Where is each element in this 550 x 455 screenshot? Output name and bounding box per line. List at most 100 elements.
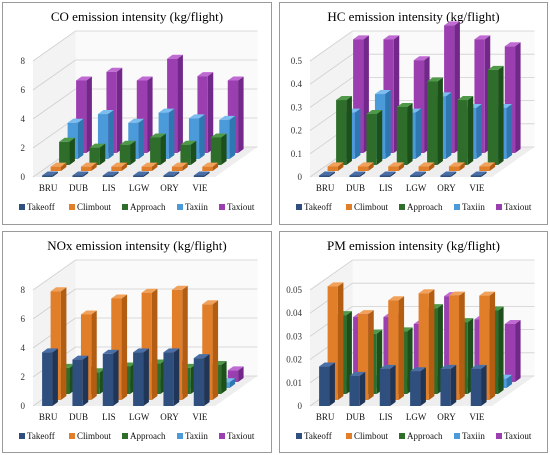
bar-climbout-vie (479, 291, 496, 400)
bar-side (346, 96, 352, 165)
bar-side (173, 348, 180, 406)
bar-top (210, 133, 227, 138)
bar-side (445, 92, 452, 159)
bar-top (388, 296, 405, 301)
bar-top (448, 162, 465, 167)
bar-side (459, 291, 465, 400)
bar-side (229, 378, 236, 388)
bar-side (398, 296, 405, 400)
legend-swatch (219, 204, 225, 210)
bar-side (177, 54, 183, 153)
bar-climbout-lis (111, 162, 128, 171)
bar-top (202, 162, 219, 167)
bar-top (202, 300, 219, 305)
bar-front (357, 314, 369, 400)
bar-taxiout-vie (504, 320, 521, 382)
gridline (32, 88, 258, 120)
chart-plot: 0 0.1 0.2 0.3 0.4 0.5 BRU DUB LIS LGW ORY VIE Takeof… (291, 21, 535, 212)
y-tick-label: 4 (21, 114, 26, 124)
bar-front (111, 166, 122, 171)
bar-side (489, 291, 496, 400)
bar-takeoff-lgw (410, 367, 426, 406)
bar-top (418, 162, 435, 167)
x-category-label: BRU (39, 412, 58, 422)
legend-swatch (496, 433, 502, 439)
bar-front (59, 141, 70, 165)
bar-side (69, 137, 75, 165)
legend-label: Climbout (354, 431, 389, 441)
legend-swatch (454, 204, 460, 210)
bar-side (207, 72, 214, 153)
bar-front (410, 371, 421, 406)
bar-side (337, 282, 344, 400)
bar-top (111, 162, 128, 167)
bar-side (398, 162, 405, 171)
bar-taxiin-ory (188, 114, 205, 159)
bar-top (197, 72, 214, 77)
bar-side (428, 289, 435, 400)
bar-top (388, 162, 405, 167)
gridline (309, 30, 535, 62)
bar-side (450, 364, 457, 406)
legend-label: Climbout (77, 431, 112, 441)
bar-top (163, 171, 180, 176)
bar-climbout-ory (448, 291, 465, 400)
gridline (32, 59, 258, 91)
bar-top (504, 42, 521, 47)
y-tick-label: 8 (21, 285, 26, 295)
bar-side (204, 171, 210, 177)
bar-taxiout-vie (227, 366, 244, 382)
bar-takeoff-ory (163, 348, 180, 406)
bar-top (171, 285, 188, 290)
bar-side (420, 171, 426, 177)
y-tick-label: 0 (298, 401, 303, 411)
y-tick-label: 8 (21, 56, 26, 66)
bar-front (188, 118, 200, 159)
bar-top (374, 90, 391, 95)
bar-side (437, 77, 443, 165)
chart-title: HC emission intensity (kg/flight) (327, 9, 500, 24)
bar-top (67, 118, 84, 123)
bar-side (489, 162, 496, 171)
bar-top (133, 171, 149, 176)
gridline (309, 53, 535, 85)
bar-top (410, 367, 426, 372)
bar-top (50, 162, 67, 167)
chart-title: PM emission intensity (kg/flight) (327, 238, 500, 253)
bar-front (357, 166, 369, 171)
bar-front (470, 368, 482, 406)
bar-front (504, 324, 516, 382)
bar-approach-dub (366, 109, 383, 165)
x-category-label: LGW (129, 183, 150, 193)
bar-side (238, 76, 244, 153)
bar-top (188, 114, 205, 119)
bar-side (113, 349, 119, 406)
bar-side (121, 162, 128, 171)
legend-swatch (177, 433, 183, 439)
plot-area: 0 0.1 0.2 0.3 0.4 0.5 BRU DUB LIS LGW ORY VIE (291, 21, 535, 193)
bar-approach-lgw (150, 133, 166, 165)
bar-top (128, 118, 145, 123)
bar-taxiout-bru (76, 76, 92, 153)
bar-climbout-lgw (141, 288, 158, 400)
bar-front (141, 166, 152, 171)
bar-top (444, 21, 460, 26)
bar-side (116, 67, 123, 153)
bar-takeoff-vie (193, 354, 210, 406)
bar-climbout-lgw (418, 162, 435, 171)
bar-takeoff-lgw (133, 348, 149, 406)
bar-front (327, 166, 338, 171)
x-category-label: DUB (346, 183, 365, 193)
gridline (32, 30, 258, 62)
bar-takeoff-vie (470, 364, 487, 406)
chart-plot: 0 2 4 6 8 BRU DUB LIS LGW ORY VIE Takeoff Climbout Ap… (19, 259, 258, 441)
bar-takeoff-vie (193, 171, 210, 177)
bar-top (111, 294, 128, 299)
bar-side (390, 364, 396, 406)
bar-side (329, 171, 335, 177)
y-tick-label: 6 (21, 85, 26, 95)
bar-takeoff-bru (42, 171, 58, 177)
bar-side (82, 355, 89, 406)
bar-side (160, 133, 166, 165)
bar-side (121, 294, 128, 400)
